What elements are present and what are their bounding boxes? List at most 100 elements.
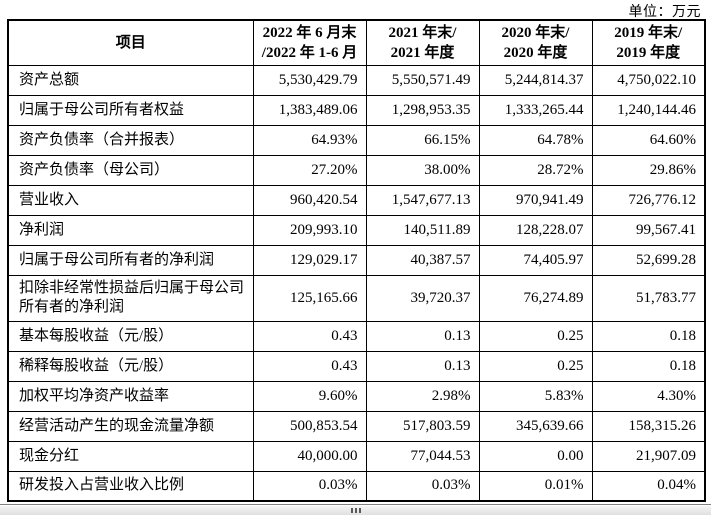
row-value: 517,803.59: [365, 410, 480, 442]
table-row: 归属于母公司所有者权益 1,383,489.06 1,298,953.35 1,333…: [7, 94, 706, 126]
unit-label: 单位：万元: [628, 5, 701, 20]
table-row: 营业收入 960,420.54 1,547,677.13 970,941.49 726,…: [7, 184, 706, 216]
bottom-divider: [0, 504, 711, 515]
row-value: 960,420.54: [252, 184, 367, 216]
row-label: 稀释每股收益（元/股）: [7, 350, 254, 382]
column-header-text: /2022 年 1-6 月: [261, 44, 358, 61]
row-value: 158,315.26: [591, 410, 706, 442]
row-value: 500,853.54: [252, 410, 367, 442]
row-value: 29.86%: [591, 154, 706, 186]
table-body: 资产总额 5,530,429.79 5,550,571.49 5,244,814.37…: [7, 64, 706, 502]
row-value: 209,993.10: [252, 214, 367, 246]
table-row: 经营活动产生的现金流量净额 500,853.54 517,803.59 345,639…: [7, 410, 706, 442]
table-row: 稀释每股收益（元/股） 0.43 0.13 0.25 0.18: [7, 350, 706, 382]
resize-grip-icon[interactable]: [350, 507, 361, 513]
table-row: 加权平均净资产收益率 9.60% 2.98% 5.83% 4.30%: [7, 380, 706, 412]
row-value: 345,639.66: [478, 410, 593, 442]
row-value: 0.18: [591, 350, 706, 382]
row-value: 40,387.57: [365, 244, 480, 276]
row-value: 0.00: [478, 440, 593, 472]
row-value: 140,511.89: [365, 214, 480, 246]
row-value: 74,405.97: [478, 244, 593, 276]
row-label: 研发投入占营业收入比例: [7, 470, 254, 502]
row-value: 64.60%: [591, 124, 706, 156]
row-label: 现金分红: [7, 440, 254, 472]
row-value: 27.20%: [252, 154, 367, 186]
table-header-row: 项目 2022 年 6 月末 /2022 年 1-6 月 2021 年末/ 20…: [7, 19, 706, 66]
row-value: 0.43: [252, 350, 367, 382]
row-value: 40,000.00: [252, 440, 367, 472]
row-value: 970,941.49: [478, 184, 593, 216]
column-header-2020: 2020 年末/ 2020 年度: [478, 19, 593, 66]
financial-summary-table: 项目 2022 年 6 月末 /2022 年 1-6 月 2021 年末/ 20…: [7, 19, 706, 502]
column-header-text: 项目: [115, 34, 146, 51]
column-header-item: 项目: [7, 19, 254, 66]
row-value: 5.83%: [478, 380, 593, 412]
row-label: 资产负债率（母公司）: [7, 154, 254, 186]
row-value: 52,699.28: [591, 244, 706, 276]
row-value: 21,907.09: [591, 440, 706, 472]
row-value: 1,383,489.06: [252, 94, 367, 126]
row-value: 0.13: [365, 320, 480, 352]
table-row: 现金分红 40,000.00 77,044.53 0.00 21,907.09: [7, 440, 706, 472]
row-label: 资产负债率（合并报表）: [7, 124, 254, 156]
row-label: 扣除非经常性损益后归属于母公司所有者的净利润: [7, 274, 254, 322]
row-label: 归属于母公司所有者的净利润: [7, 244, 254, 276]
row-value: 0.25: [478, 320, 593, 352]
row-value: 77,044.53: [365, 440, 480, 472]
row-value: 1,333,265.44: [478, 94, 593, 126]
table-row: 研发投入占营业收入比例 0.03% 0.03% 0.01% 0.04%: [7, 470, 706, 502]
row-value: 128,228.07: [478, 214, 593, 246]
row-value: 39,720.37: [365, 274, 480, 322]
row-value: 129,029.17: [252, 244, 367, 276]
row-value: 5,244,814.37: [478, 64, 593, 96]
row-value: 0.13: [365, 350, 480, 382]
row-value: 0.04%: [591, 470, 706, 502]
row-value: 0.25: [478, 350, 593, 382]
row-value: 1,547,677.13: [365, 184, 480, 216]
table-row: 资产总额 5,530,429.79 5,550,571.49 5,244,814.37…: [7, 64, 706, 96]
row-value: 0.03%: [365, 470, 480, 502]
row-value: 726,776.12: [591, 184, 706, 216]
column-header-text: 2021 年末/: [388, 24, 457, 41]
column-header-text: 2019 年度: [616, 44, 681, 61]
row-value: 4,750,022.10: [591, 64, 706, 96]
row-value: 9.60%: [252, 380, 367, 412]
row-label: 净利润: [7, 214, 254, 246]
row-value: 1,298,953.35: [365, 94, 480, 126]
row-value: 64.93%: [252, 124, 367, 156]
row-value: 5,530,429.79: [252, 64, 367, 96]
row-value: 0.03%: [252, 470, 367, 502]
column-header-2019: 2019 年末/ 2019 年度: [591, 19, 706, 66]
row-value: 125,165.66: [252, 274, 367, 322]
row-value: 66.15%: [365, 124, 480, 156]
table-row: 扣除非经常性损益后归属于母公司所有者的净利润 125,165.66 39,720.3…: [7, 274, 706, 322]
row-value: 4.30%: [591, 380, 706, 412]
table-row: 资产负债率（母公司） 27.20% 38.00% 28.72% 29.86%: [7, 154, 706, 186]
column-header-text: 2020 年度: [503, 44, 568, 61]
row-value: 51,783.77: [591, 274, 706, 322]
column-header-text: 2021 年度: [390, 44, 455, 61]
table-row: 基本每股收益（元/股） 0.43 0.13 0.25 0.18: [7, 320, 706, 352]
row-label: 基本每股收益（元/股）: [7, 320, 254, 352]
row-value: 99,567.41: [591, 214, 706, 246]
column-header-text: 2019 年末/: [614, 24, 683, 41]
row-value: 0.18: [591, 320, 706, 352]
table-header: 项目 2022 年 6 月末 /2022 年 1-6 月 2021 年末/ 20…: [7, 19, 706, 66]
column-header-2021: 2021 年末/ 2021 年度: [365, 19, 480, 66]
column-header-text: 2020 年末/: [501, 24, 570, 41]
column-header-text: 2022 年 6 月末: [262, 24, 357, 41]
row-value: 76,274.89: [478, 274, 593, 322]
row-value: 38.00%: [365, 154, 480, 186]
row-label: 营业收入: [7, 184, 254, 216]
row-value: 28.72%: [478, 154, 593, 186]
table-row: 资产负债率（合并报表） 64.93% 66.15% 64.78% 64.60%: [7, 124, 706, 156]
column-header-2022: 2022 年 6 月末 /2022 年 1-6 月: [252, 19, 367, 66]
table-row: 归属于母公司所有者的净利润 129,029.17 40,387.57 74,405.9…: [7, 244, 706, 276]
row-label: 经营活动产生的现金流量净额: [7, 410, 254, 442]
table-row: 净利润 209,993.10 140,511.89 128,228.07 99,567.…: [7, 214, 706, 246]
row-value: 1,240,144.46: [591, 94, 706, 126]
row-value: 64.78%: [478, 124, 593, 156]
row-value: 0.01%: [478, 470, 593, 502]
row-label: 归属于母公司所有者权益: [7, 94, 254, 126]
